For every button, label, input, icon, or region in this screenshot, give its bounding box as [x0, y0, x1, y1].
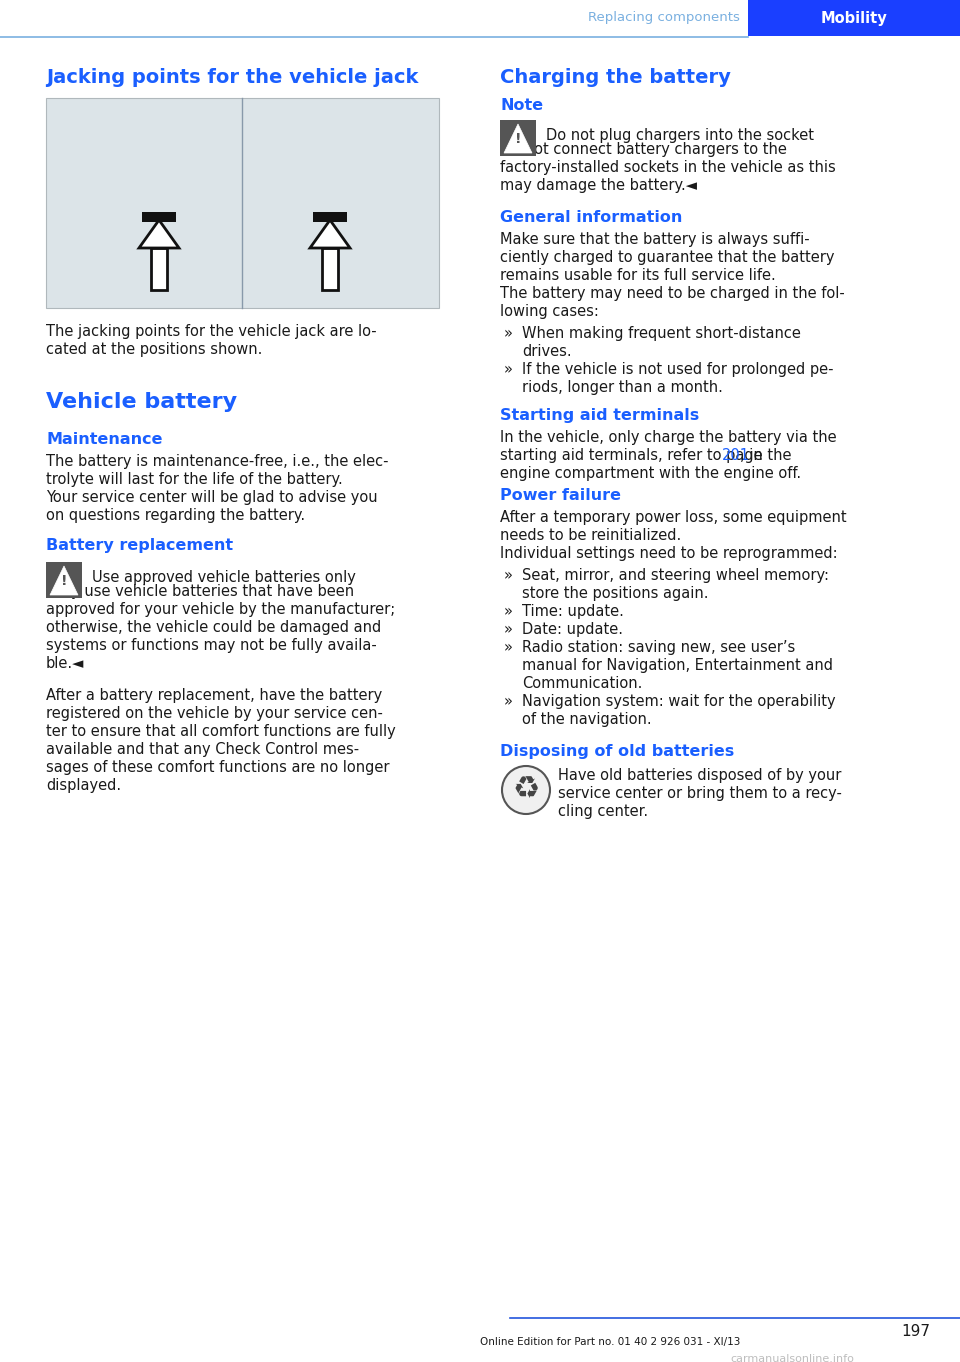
Text: The jacking points for the vehicle jack are lo-: The jacking points for the vehicle jack … — [46, 324, 376, 339]
Text: may damage the battery.◄: may damage the battery.◄ — [500, 178, 697, 193]
Text: needs to be reinitialized.: needs to be reinitialized. — [500, 528, 682, 543]
Text: cling center.: cling center. — [558, 804, 648, 819]
Text: , in the: , in the — [740, 448, 792, 463]
Text: Communication.: Communication. — [522, 676, 642, 691]
Text: Seat, mirror, and steering wheel memory:: Seat, mirror, and steering wheel memory: — [522, 568, 829, 583]
Polygon shape — [151, 248, 167, 290]
Text: 201: 201 — [722, 448, 751, 463]
Text: drives.: drives. — [522, 345, 571, 360]
Text: systems or functions may not be fully availa-: systems or functions may not be fully av… — [46, 637, 376, 652]
Text: Maintenance: Maintenance — [46, 432, 162, 447]
Text: remains usable for its full service life.: remains usable for its full service life… — [500, 268, 776, 283]
Text: !: ! — [515, 132, 521, 146]
Bar — [748, 0, 960, 35]
Text: lowing cases:: lowing cases: — [500, 304, 599, 319]
Text: Charging the battery: Charging the battery — [500, 68, 731, 87]
Text: sages of these comfort functions are no longer: sages of these comfort functions are no … — [46, 760, 390, 775]
Text: Make sure that the battery is always suffi-: Make sure that the battery is always suf… — [500, 232, 809, 247]
Text: Use approved vehicle batteries only: Use approved vehicle batteries only — [92, 571, 356, 586]
Polygon shape — [310, 221, 350, 248]
Text: Starting aid terminals: Starting aid terminals — [500, 409, 699, 424]
Polygon shape — [139, 221, 179, 248]
Text: !: ! — [60, 573, 67, 588]
Text: After a temporary power loss, some equipment: After a temporary power loss, some equip… — [500, 509, 847, 524]
Text: ble.◄: ble.◄ — [46, 656, 84, 671]
Text: »: » — [504, 326, 513, 340]
Text: registered on the vehicle by your service cen-: registered on the vehicle by your servic… — [46, 706, 383, 720]
Text: »: » — [504, 603, 513, 618]
Text: on questions regarding the battery.: on questions regarding the battery. — [46, 508, 305, 523]
Text: Disposing of old batteries: Disposing of old batteries — [500, 744, 734, 759]
Text: Date: update.: Date: update. — [522, 622, 623, 637]
Text: Your service center will be glad to advise you: Your service center will be glad to advi… — [46, 490, 377, 505]
Text: engine compartment with the engine off.: engine compartment with the engine off. — [500, 466, 802, 481]
Text: Radio station: saving new, see user’s: Radio station: saving new, see user’s — [522, 640, 795, 655]
Text: cated at the positions shown.: cated at the positions shown. — [46, 342, 262, 357]
Text: Mobility: Mobility — [821, 11, 887, 26]
Bar — [500, 120, 536, 157]
Text: ♻: ♻ — [513, 775, 540, 805]
Text: Replacing components: Replacing components — [588, 11, 740, 25]
Text: Have old batteries disposed of by your: Have old batteries disposed of by your — [558, 768, 841, 783]
Text: The battery is maintenance-free, i.e., the elec-: The battery is maintenance-free, i.e., t… — [46, 454, 389, 469]
Text: Do not plug chargers into the socket: Do not plug chargers into the socket — [546, 128, 814, 143]
Text: »: » — [504, 695, 513, 710]
Text: Jacking points for the vehicle jack: Jacking points for the vehicle jack — [46, 68, 419, 87]
Text: Navigation system: wait for the operability: Navigation system: wait for the operabil… — [522, 695, 835, 710]
Text: ciently charged to guarantee that the battery: ciently charged to guarantee that the ba… — [500, 251, 834, 266]
Bar — [313, 212, 347, 222]
Bar — [46, 98, 439, 308]
Text: When making frequent short-distance: When making frequent short-distance — [522, 326, 801, 340]
Text: factory-installed sockets in the vehicle as this: factory-installed sockets in the vehicle… — [500, 159, 836, 174]
Text: store the positions again.: store the positions again. — [522, 586, 708, 601]
Text: »: » — [504, 568, 513, 583]
Text: »: » — [504, 362, 513, 377]
Text: manual for Navigation, Entertainment and: manual for Navigation, Entertainment and — [522, 658, 833, 673]
Text: Battery replacement: Battery replacement — [46, 538, 233, 553]
Text: Do not connect battery chargers to the: Do not connect battery chargers to the — [500, 142, 787, 157]
Text: service center or bring them to a recy-: service center or bring them to a recy- — [558, 786, 842, 801]
Text: 197: 197 — [901, 1324, 930, 1339]
Text: approved for your vehicle by the manufacturer;: approved for your vehicle by the manufac… — [46, 602, 396, 617]
Polygon shape — [504, 124, 532, 153]
Text: Power failure: Power failure — [500, 488, 621, 503]
Text: If the vehicle is not used for prolonged pe-: If the vehicle is not used for prolonged… — [522, 362, 833, 377]
Text: Note: Note — [500, 98, 543, 113]
Polygon shape — [322, 248, 338, 290]
Text: »: » — [504, 640, 513, 655]
Bar — [46, 563, 82, 598]
Text: In the vehicle, only charge the battery via the: In the vehicle, only charge the battery … — [500, 430, 836, 445]
Text: trolyte will last for the life of the battery.: trolyte will last for the life of the ba… — [46, 473, 343, 488]
Text: After a battery replacement, have the battery: After a battery replacement, have the ba… — [46, 688, 382, 703]
Text: starting aid terminals, refer to page: starting aid terminals, refer to page — [500, 448, 767, 463]
Circle shape — [502, 765, 550, 814]
Bar — [142, 212, 176, 222]
Text: of the navigation.: of the navigation. — [522, 712, 652, 727]
Text: The battery may need to be charged in the fol-: The battery may need to be charged in th… — [500, 286, 845, 301]
Text: Individual settings need to be reprogrammed:: Individual settings need to be reprogram… — [500, 546, 838, 561]
Polygon shape — [50, 567, 78, 595]
Text: available and that any Check Control mes-: available and that any Check Control mes… — [46, 742, 359, 757]
Text: General information: General information — [500, 210, 683, 225]
Text: Online Edition for Part no. 01 40 2 926 031 - XI/13: Online Edition for Part no. 01 40 2 926 … — [480, 1337, 740, 1347]
Text: riods, longer than a month.: riods, longer than a month. — [522, 380, 723, 395]
Text: Vehicle battery: Vehicle battery — [46, 392, 237, 411]
Text: displayed.: displayed. — [46, 778, 121, 793]
Text: carmanualsonline.info: carmanualsonline.info — [730, 1354, 853, 1362]
Text: otherwise, the vehicle could be damaged and: otherwise, the vehicle could be damaged … — [46, 620, 381, 635]
Text: ter to ensure that all comfort functions are fully: ter to ensure that all comfort functions… — [46, 725, 396, 740]
Text: Time: update.: Time: update. — [522, 603, 624, 618]
Text: »: » — [504, 622, 513, 637]
Text: Only use vehicle batteries that have been: Only use vehicle batteries that have bee… — [46, 584, 354, 599]
